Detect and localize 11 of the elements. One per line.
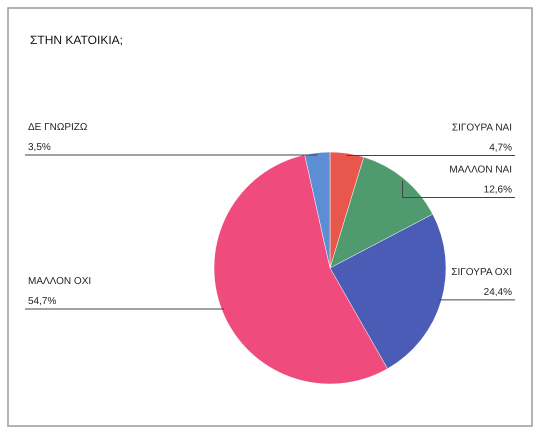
data-label: 24,4% — [484, 286, 512, 298]
slice-label: ΣΙΓΟΥΡΑ ΝΑΙ — [452, 122, 512, 134]
data-label: 54,7% — [28, 296, 56, 308]
slice-label: ΜΑΛΛΟΝ ΟΧΙ — [28, 276, 92, 288]
data-label: 12,6% — [484, 184, 512, 196]
data-label: 4,7% — [489, 142, 512, 154]
slice-label: ΜΑΛΛΟΝ ΝΑΙ — [449, 164, 512, 176]
chart-title: ΣΤΗΝ ΚΑΤΟΙΚΙΑ; — [30, 33, 123, 47]
slice-label: ΔΕ ΓΝΩΡΙΖΩ — [28, 122, 88, 134]
slice-label: ΣΙΓΟΥΡΑ ΟΧΙ — [451, 266, 512, 278]
data-label: 3,5% — [28, 142, 51, 154]
